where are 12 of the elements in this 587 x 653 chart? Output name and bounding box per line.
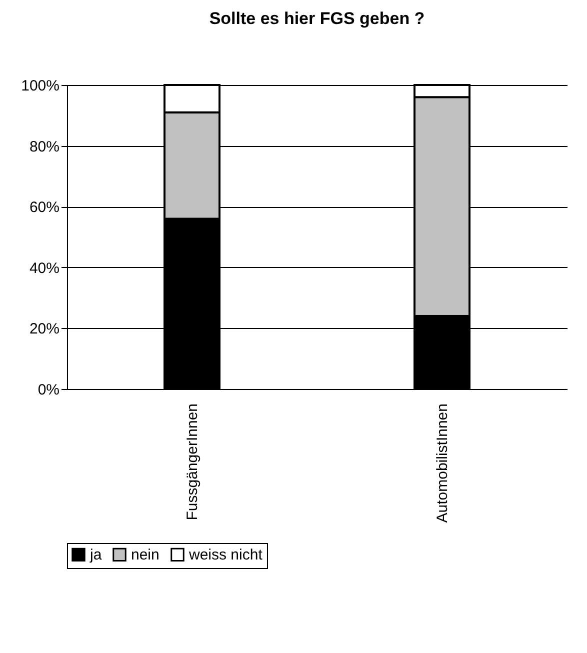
y-tick-label: 60% [29, 199, 60, 216]
x-tick-label: FussgängerInnen [184, 404, 201, 520]
legend-label: nein [131, 546, 160, 564]
y-tick-label: 100% [21, 78, 60, 94]
x-tick-label: AutomobilistInnen [434, 404, 451, 523]
legend-label: ja [89, 546, 102, 564]
chart-title: Sollte es hier FGS geben ? [209, 9, 425, 28]
y-tick-label: 0% [38, 382, 60, 398]
y-tick-label: 40% [29, 260, 60, 277]
y-tick-label: 20% [29, 320, 60, 338]
y-tick-label: 80% [29, 138, 60, 156]
legend-label: weiss nicht [188, 546, 264, 564]
